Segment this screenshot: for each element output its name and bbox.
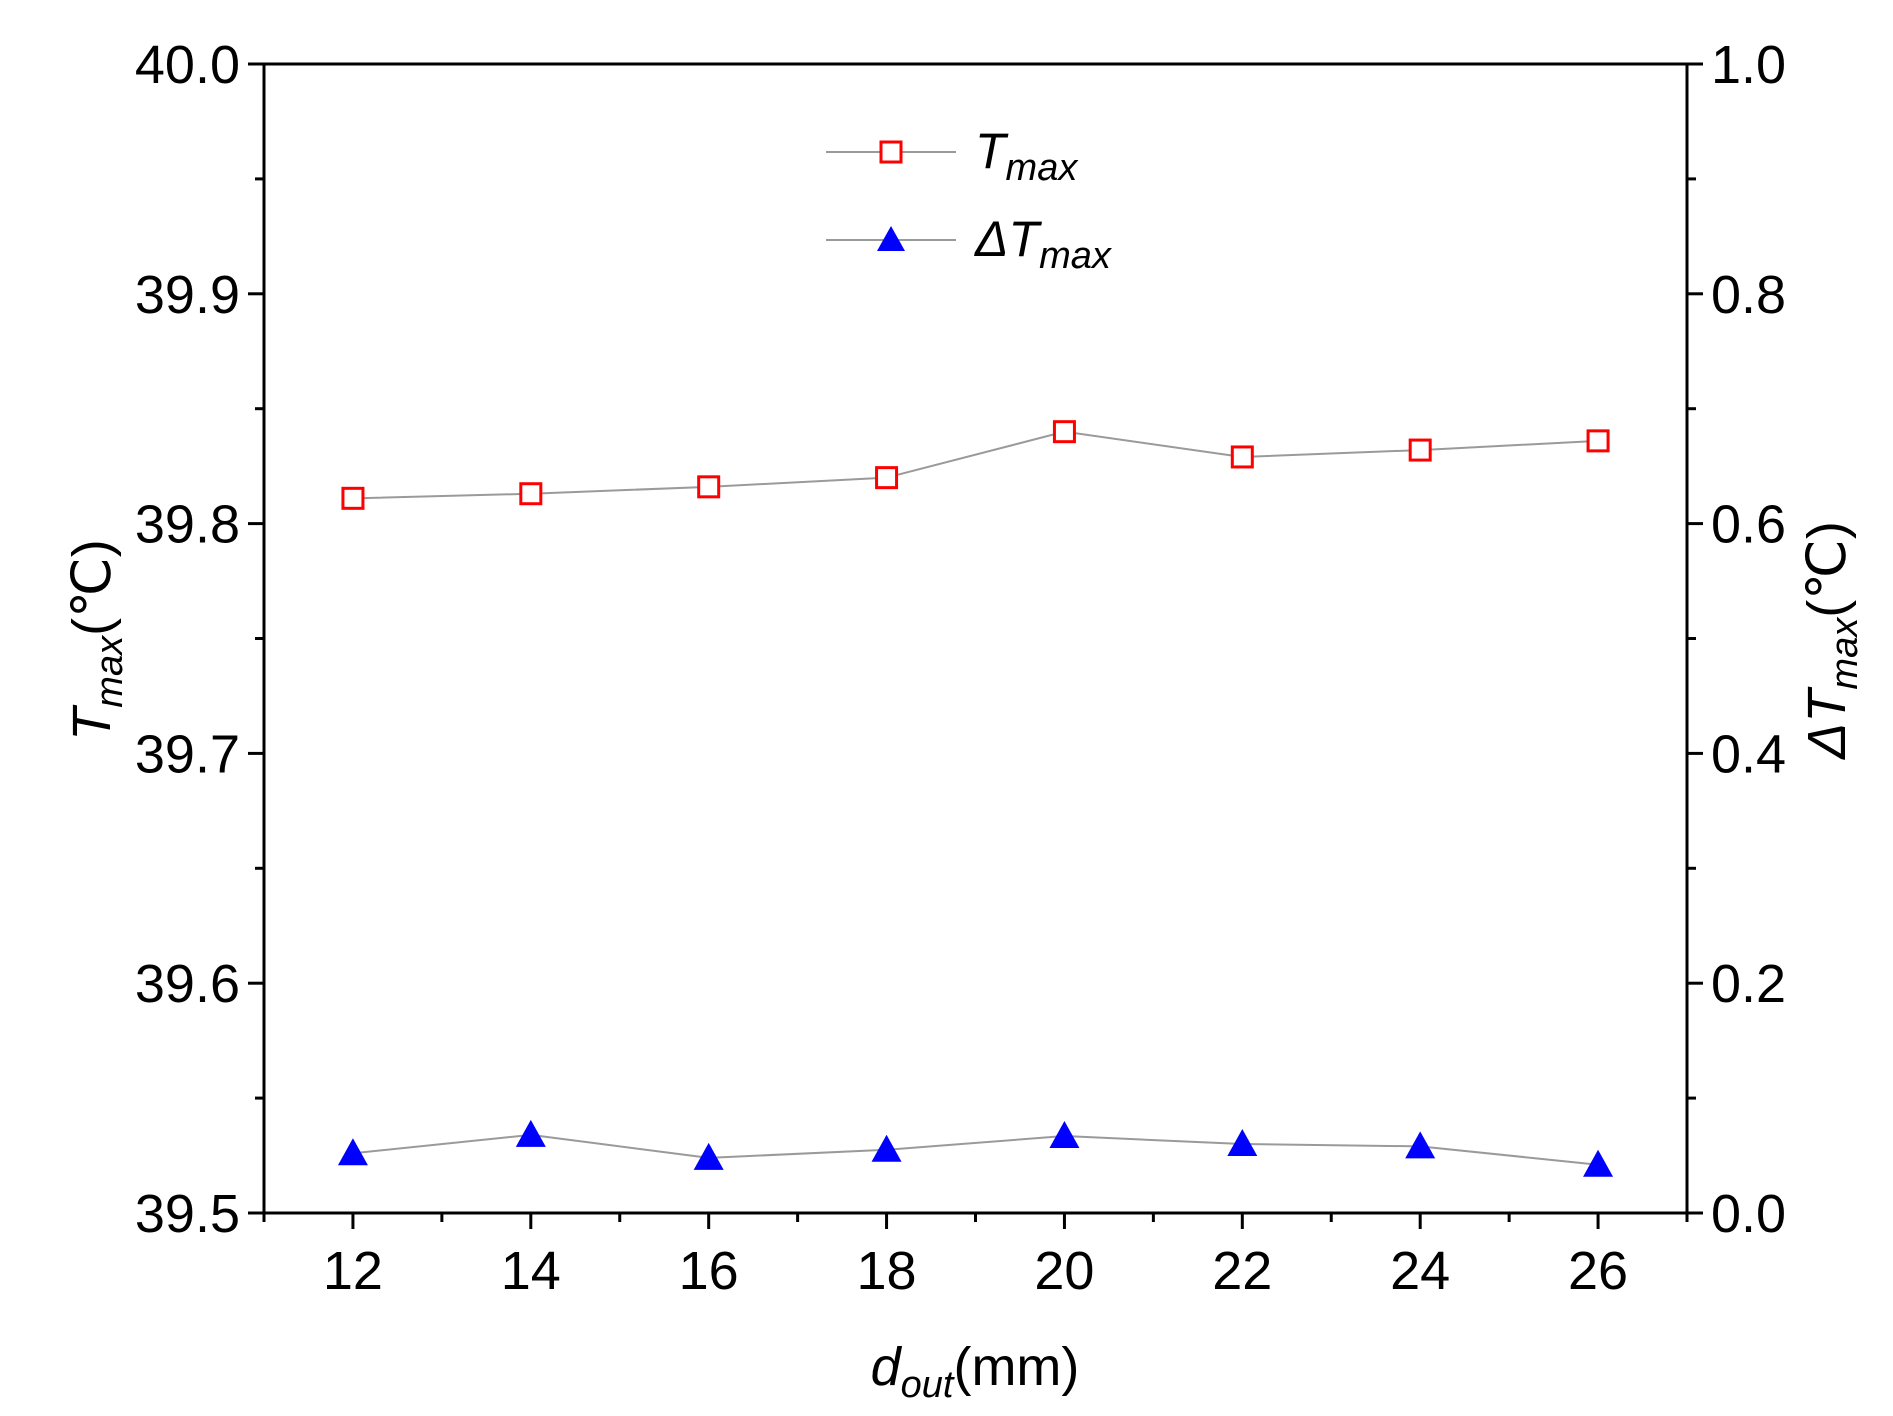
legend-marker-tmax [879,140,903,164]
y-right-tick-label: 0.2 [1711,954,1786,1014]
x-axis-title-sub: out [901,1364,955,1406]
plot-frame [262,62,1689,1215]
data-point-dtmax [515,1119,546,1147]
x-tick-label: 26 [1568,1241,1628,1301]
data-point-dtmax [337,1138,368,1166]
series-markers [337,420,1614,1177]
legend-label-tmax-main: T [975,123,1009,179]
data-point-dtmax [1049,1121,1080,1149]
x-axis-title: dout(mm) [871,1337,1080,1406]
series-line-1 [352,1133,1599,1166]
y-left-tick-label: 39.9 [135,265,240,325]
legend-label-dtmax-prefix: Δ [974,211,1009,267]
x-tick-label: 16 [679,1241,739,1301]
y-right-tick-label: 0.0 [1711,1184,1786,1244]
y-left-axis-title-unit: (℃) [62,539,122,636]
y-left-tick-label: 39.7 [135,724,240,784]
data-point-tmax [1230,445,1254,469]
data-point-dtmax [1583,1149,1614,1177]
y-right-tick-label: 0.8 [1711,265,1786,325]
y-right-axis-title-main: T [1797,686,1857,723]
data-point-tmax [341,486,365,510]
y-right-axis-title-sub: max [1824,616,1866,690]
series-line-0 [352,430,1599,500]
y-left-axis-title-sub: max [89,634,131,708]
legend-label-dtmax-sub: max [1039,235,1113,277]
series-lines [352,430,1599,1166]
x-axis-title-main: d [871,1337,903,1397]
data-point-tmax [1052,420,1076,444]
legend-label-tmax-sub: max [1006,147,1080,189]
x-tick-label: 20 [1034,1241,1094,1301]
data-point-dtmax [871,1134,902,1162]
y-right-axis-title-prefix: Δ [1797,723,1857,761]
legend: Tmax ΔTmax [826,123,1113,277]
data-point-dtmax [1405,1131,1436,1159]
x-tick-label: 14 [501,1241,561,1301]
x-tick-label: 18 [857,1241,917,1301]
y-right-tick-label: 0.6 [1711,495,1786,555]
legend-marker-dtmax [877,226,905,251]
x-axis-title-unit: (mm) [953,1337,1079,1397]
data-point-tmax [875,466,899,490]
y-right-axis-title-unit: (℃) [1797,521,1857,618]
legend-label-dtmax-main: T [1009,211,1043,267]
x-tick-label: 12 [323,1241,383,1301]
data-point-dtmax [693,1142,724,1170]
y-left-tick-label: 40.0 [135,35,240,95]
legend-label-dtmax: ΔTmax [974,211,1113,277]
data-point-tmax [519,482,543,506]
y-left-axis-title-main: T [62,704,122,741]
data-point-tmax [1408,438,1432,462]
y-left-tick-label: 39.5 [135,1184,240,1244]
axis-ticks [248,62,1703,1229]
data-point-tmax [1586,429,1610,453]
x-tick-label: 22 [1212,1241,1272,1301]
y-left-tick-label: 39.6 [135,954,240,1014]
y-right-tick-label: 0.4 [1711,724,1786,784]
y-left-tick-label: 39.8 [135,495,240,555]
data-point-dtmax [1227,1129,1258,1157]
y-right-tick-label: 1.0 [1711,35,1786,95]
tick-labels: 12 14 16 18 20 22 24 26 39.5 39.6 39.7 39.8 39.9 40.0… [135,35,1786,1301]
legend-label-tmax: Tmax [975,123,1079,189]
y-right-axis-title: ΔTmax(℃) [1797,521,1866,761]
x-tick-label: 24 [1390,1241,1450,1301]
y-left-axis-title: Tmax(℃) [62,539,131,740]
data-point-tmax [697,475,721,499]
